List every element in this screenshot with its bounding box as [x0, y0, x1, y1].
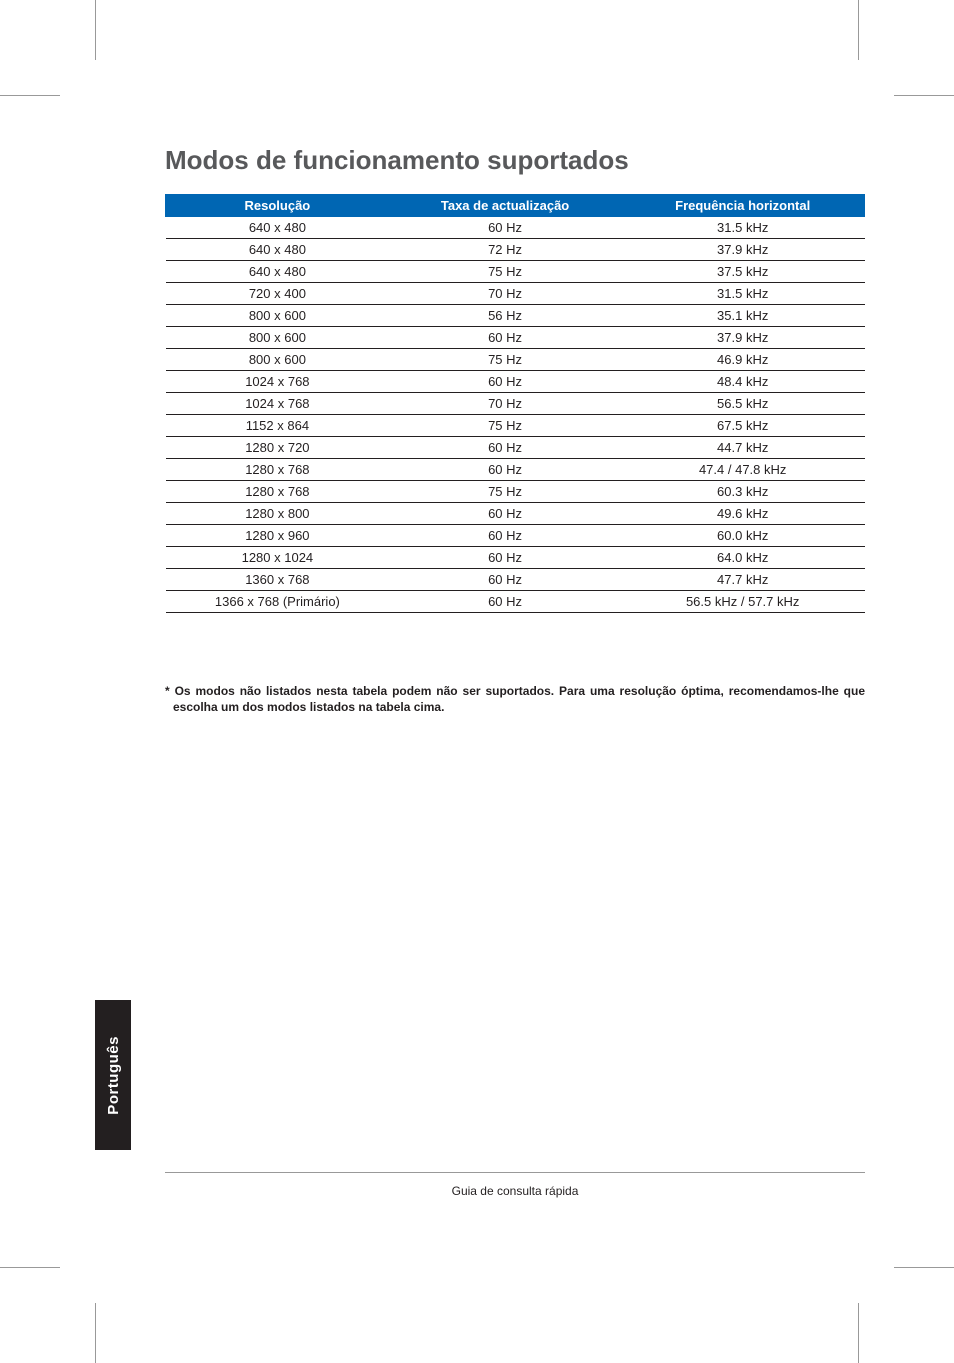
table-cell: 60.0 kHz [621, 525, 865, 547]
page-content: Modos de funcionamento suportados Resolu… [165, 145, 865, 715]
table-cell: 49.6 kHz [621, 503, 865, 525]
page-title: Modos de funcionamento suportados [165, 145, 865, 176]
table-cell: 31.5 kHz [621, 283, 865, 305]
table-cell: 1360 x 768 [166, 569, 390, 591]
table-cell: 60 Hz [389, 217, 621, 239]
table-cell: 60.3 kHz [621, 481, 865, 503]
table-cell: 64.0 kHz [621, 547, 865, 569]
table-cell: 800 x 600 [166, 327, 390, 349]
table-cell: 640 x 480 [166, 217, 390, 239]
table-cell: 44.7 kHz [621, 437, 865, 459]
table-cell: 60 Hz [389, 591, 621, 613]
table-cell: 56.5 kHz / 57.7 kHz [621, 591, 865, 613]
table-cell: 60 Hz [389, 525, 621, 547]
table-cell: 75 Hz [389, 415, 621, 437]
table-row: 1280 x 102460 Hz64.0 kHz [166, 547, 865, 569]
table-cell: 60 Hz [389, 437, 621, 459]
table-row: 1360 x 76860 Hz47.7 kHz [166, 569, 865, 591]
table-cell: 1280 x 768 [166, 481, 390, 503]
language-tab-label: Português [105, 1036, 122, 1115]
footer-text: Guia de consulta rápida [165, 1184, 865, 1198]
table-cell: 640 x 480 [166, 239, 390, 261]
table-cell: 1280 x 768 [166, 459, 390, 481]
table-row: 640 x 48060 Hz31.5 kHz [166, 217, 865, 239]
table-cell: 37.9 kHz [621, 327, 865, 349]
table-cell: 60 Hz [389, 371, 621, 393]
table-row: 1280 x 76875 Hz60.3 kHz [166, 481, 865, 503]
crop-mark [0, 1267, 60, 1268]
table-row: 800 x 60075 Hz46.9 kHz [166, 349, 865, 371]
table-cell: 720 x 400 [166, 283, 390, 305]
table-cell: 800 x 600 [166, 349, 390, 371]
table-cell: 75 Hz [389, 481, 621, 503]
modes-table: Resolução Taxa de actualização Frequênci… [165, 194, 865, 613]
table-row: 1280 x 76860 Hz47.4 / 47.8 kHz [166, 459, 865, 481]
table-row: 1366 x 768 (Primário)60 Hz56.5 kHz / 57.… [166, 591, 865, 613]
table-cell: 46.9 kHz [621, 349, 865, 371]
table-cell: 67.5 kHz [621, 415, 865, 437]
footer-divider [165, 1172, 865, 1173]
table-row: 1024 x 76860 Hz48.4 kHz [166, 371, 865, 393]
table-cell: 60 Hz [389, 569, 621, 591]
table-cell: 37.5 kHz [621, 261, 865, 283]
table-row: 720 x 40070 Hz31.5 kHz [166, 283, 865, 305]
crop-mark [95, 1303, 96, 1363]
table-row: 1280 x 80060 Hz49.6 kHz [166, 503, 865, 525]
table-row: 1152 x 86475 Hz67.5 kHz [166, 415, 865, 437]
table-cell: 56.5 kHz [621, 393, 865, 415]
table-row: 800 x 60060 Hz37.9 kHz [166, 327, 865, 349]
language-tab: Português [95, 1000, 131, 1150]
table-cell: 60 Hz [389, 459, 621, 481]
table-cell: 1280 x 720 [166, 437, 390, 459]
crop-mark [894, 1267, 954, 1268]
crop-mark [858, 0, 859, 60]
table-header-row: Resolução Taxa de actualização Frequênci… [166, 195, 865, 217]
table-cell: 800 x 600 [166, 305, 390, 327]
table-cell: 1366 x 768 (Primário) [166, 591, 390, 613]
col-header-hfreq: Frequência horizontal [621, 195, 865, 217]
table-cell: 75 Hz [389, 261, 621, 283]
table-row: 1024 x 76870 Hz56.5 kHz [166, 393, 865, 415]
table-row: 1280 x 72060 Hz44.7 kHz [166, 437, 865, 459]
table-cell: 1280 x 960 [166, 525, 390, 547]
table-cell: 47.7 kHz [621, 569, 865, 591]
table-cell: 1280 x 800 [166, 503, 390, 525]
table-cell: 35.1 kHz [621, 305, 865, 327]
table-cell: 75 Hz [389, 349, 621, 371]
table-row: 1280 x 96060 Hz60.0 kHz [166, 525, 865, 547]
crop-mark [894, 95, 954, 96]
table-cell: 47.4 / 47.8 kHz [621, 459, 865, 481]
table-cell: 70 Hz [389, 283, 621, 305]
crop-mark [95, 0, 96, 60]
table-row: 640 x 48075 Hz37.5 kHz [166, 261, 865, 283]
table-cell: 60 Hz [389, 327, 621, 349]
table-cell: 640 x 480 [166, 261, 390, 283]
crop-mark [0, 95, 60, 96]
col-header-resolution: Resolução [166, 195, 390, 217]
table-cell: 72 Hz [389, 239, 621, 261]
col-header-refresh: Taxa de actualização [389, 195, 621, 217]
table-row: 800 x 60056 Hz35.1 kHz [166, 305, 865, 327]
table-cell: 31.5 kHz [621, 217, 865, 239]
table-cell: 1152 x 864 [166, 415, 390, 437]
table-cell: 60 Hz [389, 547, 621, 569]
table-cell: 1280 x 1024 [166, 547, 390, 569]
table-cell: 1024 x 768 [166, 393, 390, 415]
table-cell: 60 Hz [389, 503, 621, 525]
table-cell: 37.9 kHz [621, 239, 865, 261]
crop-mark [858, 1303, 859, 1363]
table-cell: 48.4 kHz [621, 371, 865, 393]
table-row: 640 x 48072 Hz37.9 kHz [166, 239, 865, 261]
table-cell: 1024 x 768 [166, 371, 390, 393]
table-cell: 56 Hz [389, 305, 621, 327]
table-cell: 70 Hz [389, 393, 621, 415]
footnote-text: * Os modos não listados nesta tabela pod… [165, 683, 865, 715]
